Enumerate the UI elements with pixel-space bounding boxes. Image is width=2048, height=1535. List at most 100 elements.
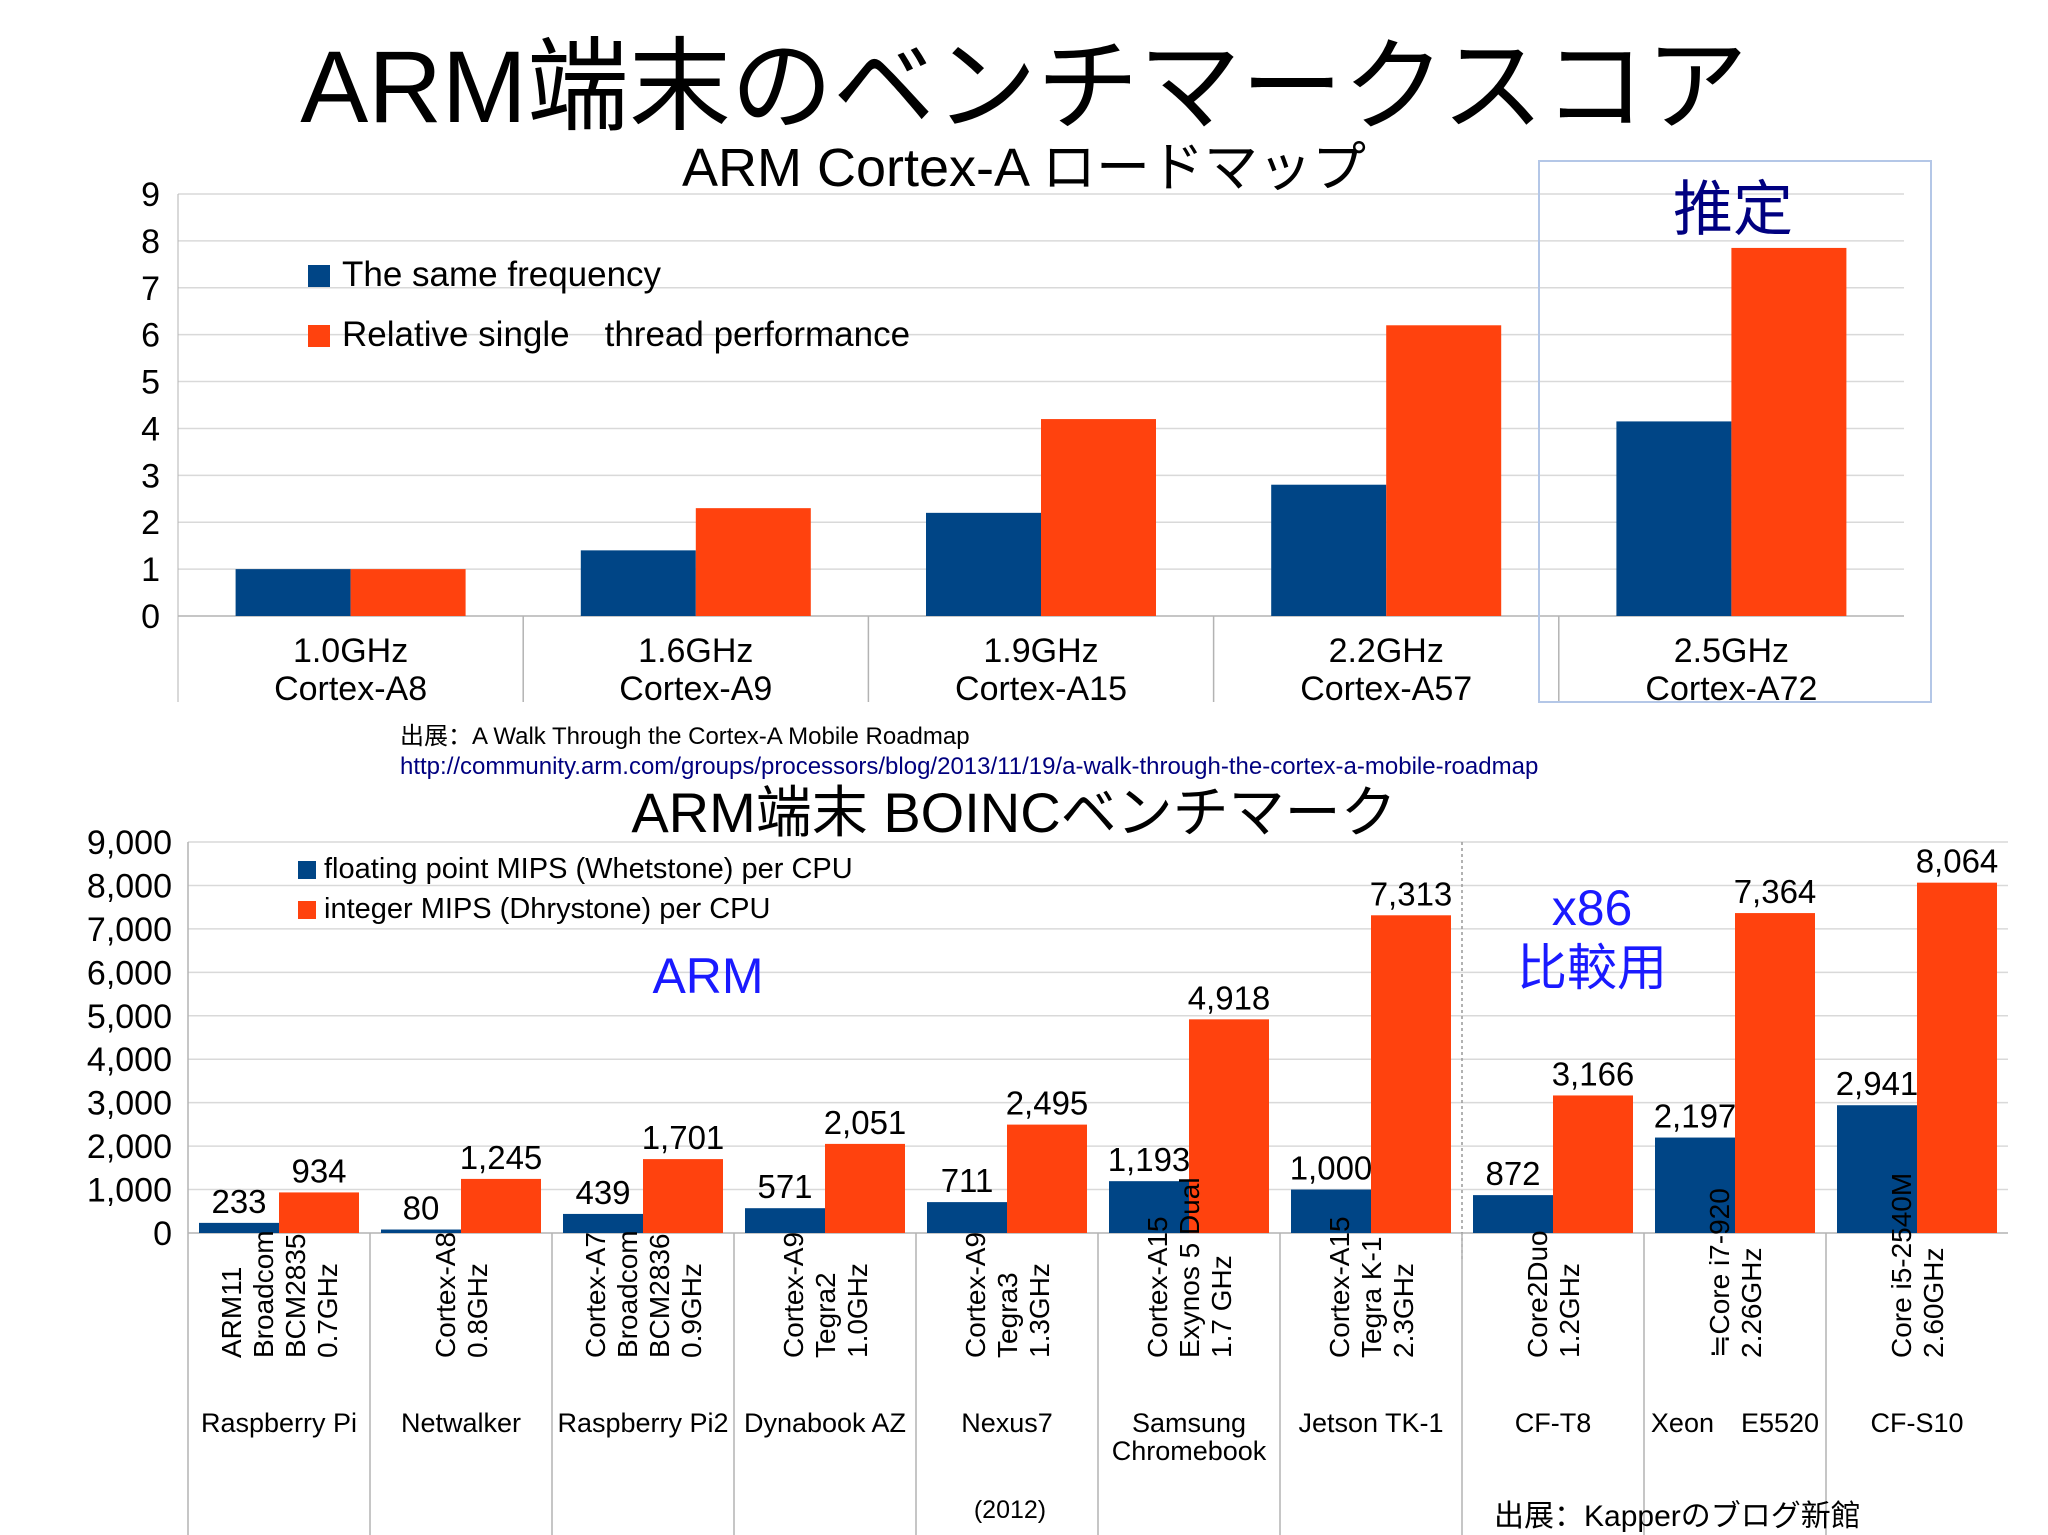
chart2-cpu-label: 1.0GHz <box>842 1263 873 1358</box>
chart2-cpu-label: ≒Core i7-920 <box>1704 1188 1735 1358</box>
chart2-device-label: Dynabook AZ <box>744 1408 906 1438</box>
chart2-data-label: 1,245 <box>460 1139 543 1176</box>
chart2-y-tick-label: 8,000 <box>87 867 172 905</box>
chart2-y-tick-label: 2,000 <box>87 1128 172 1166</box>
chart2-y-tick-label: 3,000 <box>87 1085 172 1123</box>
chart2-cpu-label: 0.9GHz <box>676 1263 707 1358</box>
chart2-data-label: 934 <box>291 1152 346 1189</box>
chart2-bar <box>643 1159 723 1233</box>
chart1-y-tick-label: 7 <box>141 270 160 308</box>
chart2-y-tick-label: 1,000 <box>87 1172 172 1210</box>
chart2-bar <box>381 1229 461 1233</box>
chart2-cpu-label: Cortex-A7 <box>580 1232 611 1358</box>
chart2-bar <box>1291 1189 1371 1233</box>
chart2-bar <box>1371 915 1451 1233</box>
chart1-estimate-box <box>1538 160 1932 703</box>
chart2-bar <box>1735 913 1815 1233</box>
chart2-y-tick-label: 7,000 <box>87 911 172 949</box>
chart1-category-label: Cortex-A8 <box>274 670 427 708</box>
chart2-bar <box>745 1208 825 1233</box>
chart2-device-label: Jetson TK-1 <box>1298 1408 1443 1438</box>
chart2-cpu-label: 2.26GHz <box>1736 1248 1767 1359</box>
chart2-cpu-label: Core2Duo <box>1522 1230 1553 1358</box>
chart2-data-label: 439 <box>575 1174 630 1211</box>
chart2-legend-swatch <box>298 861 316 879</box>
chart1-source-url: http://community.arm.com/groups/processo… <box>400 753 1538 780</box>
chart2-x86-annotation: x86 <box>1552 880 1633 936</box>
chart1-bar <box>350 569 466 616</box>
chart2-cpu-label: ARM11 <box>216 1267 247 1358</box>
chart1-bar <box>926 512 1041 616</box>
chart1-y-tick-label: 6 <box>141 317 160 355</box>
chart1-category-label: 1.9GHz <box>983 632 1098 670</box>
chart2-data-label: 711 <box>941 1162 994 1199</box>
chart2-device-label: Raspberry Pi2 <box>557 1408 728 1438</box>
chart2-cpu-label: Core i5-2540M <box>1886 1173 1917 1358</box>
chart2-cpu-label: 1.2GHz <box>1554 1263 1585 1358</box>
chart2-device-label: Netwalker <box>401 1408 521 1438</box>
chart2-cpu-label: Cortex-A15 <box>1142 1216 1173 1358</box>
chart2-data-label: 2,495 <box>1006 1085 1089 1122</box>
chart2-device-label: Nexus7 <box>961 1408 1053 1438</box>
chart2-cpu-label: Tegra K-1 <box>1356 1237 1387 1358</box>
chart2-data-label: 8,064 <box>1916 843 1999 880</box>
chart1-y-tick-label: 3 <box>141 457 160 495</box>
chart2-bar <box>279 1192 359 1233</box>
chart2-legend-label: floating point MIPS (Whetstone) per CPU <box>324 853 853 885</box>
slide-title: ARM端末のベンチマークスコア <box>300 30 1748 144</box>
chart1-bar <box>1616 421 1732 616</box>
chart2-y-tick-label: 4,000 <box>87 1041 172 1079</box>
chart1-bar <box>695 508 811 616</box>
chart2-data-label: 2,051 <box>824 1104 907 1141</box>
chart2-device-label: Samsung <box>1132 1408 1246 1438</box>
chart2-bar <box>1655 1137 1735 1233</box>
chart1-category-label: 2.5GHz <box>1674 632 1789 670</box>
chart1-category-label: 2.2GHz <box>1329 632 1444 670</box>
chart2-bar <box>1109 1181 1189 1233</box>
chart2-data-label: 872 <box>1485 1155 1540 1192</box>
chart2-cpu-label: 0.7GHz <box>312 1263 343 1358</box>
chart2-data-label: 1,193 <box>1108 1141 1191 1178</box>
chart2-data-label: 7,313 <box>1370 875 1453 912</box>
chart2-source-label: 出展：Kapperのブログ新館 <box>1494 1500 1861 1533</box>
chart2-bar <box>1917 882 1997 1233</box>
chart2-device-label: Chromebook <box>1112 1436 1267 1466</box>
chart2-bar <box>1553 1095 1633 1233</box>
chart1-title: ARM Cortex-A ロードマップ <box>682 138 1366 198</box>
chart1-bar <box>1041 419 1156 616</box>
chart1-y-tick-label: 2 <box>141 504 160 542</box>
chart1-legend-label: Relative single thread performance <box>342 315 910 354</box>
chart1-legend-swatch <box>308 265 330 287</box>
chart2-y-tick-label: 6,000 <box>87 954 172 992</box>
chart2-bar <box>927 1202 1007 1233</box>
chart2-data-label: 571 <box>757 1168 812 1205</box>
chart2-cpu-label: Broadcom <box>248 1230 279 1358</box>
chart2-cpu-label: Tegra2 <box>810 1272 841 1358</box>
chart2-bar <box>1473 1195 1553 1233</box>
chart2-cpu-label: Exynos 5 Dual <box>1174 1177 1205 1358</box>
chart2-year-note: (2012) <box>974 1496 1046 1524</box>
chart2-data-label: 4,918 <box>1188 979 1271 1016</box>
chart2-cpu-label: BCM2835 <box>280 1233 311 1358</box>
chart1-source-label: 出展：A Walk Through the Cortex-A Mobile Ro… <box>400 723 970 750</box>
chart1-category-label: 1.0GHz <box>293 632 408 670</box>
chart2-y-tick-label: 9,000 <box>87 824 172 862</box>
chart2-data-label: 2,197 <box>1654 1098 1737 1135</box>
chart2-bar <box>563 1213 643 1233</box>
chart2-bar <box>461 1178 541 1233</box>
chart2-bar <box>1007 1124 1087 1233</box>
chart2-cpu-label: Broadcom <box>612 1230 643 1358</box>
chart1-y-tick-label: 5 <box>141 364 160 402</box>
chart2-device-label: Raspberry Pi <box>201 1408 357 1438</box>
chart2-legend-swatch <box>298 901 316 919</box>
chart2-arm-annotation: ARM <box>652 948 763 1004</box>
chart2-cpu-label: BCM2836 <box>644 1233 675 1358</box>
chart1-bar <box>580 550 696 616</box>
chart1-y-tick-label: 0 <box>141 598 160 636</box>
chart1-y-tick-label: 8 <box>141 223 160 261</box>
chart1-category-label: Cortex-A15 <box>955 670 1127 708</box>
chart2-cpu-label: Cortex-A15 <box>1324 1216 1355 1358</box>
chart2-data-label: 233 <box>211 1183 266 1220</box>
chart1-category-label: 1.6GHz <box>638 632 753 670</box>
chart2-bar <box>1837 1105 1917 1233</box>
